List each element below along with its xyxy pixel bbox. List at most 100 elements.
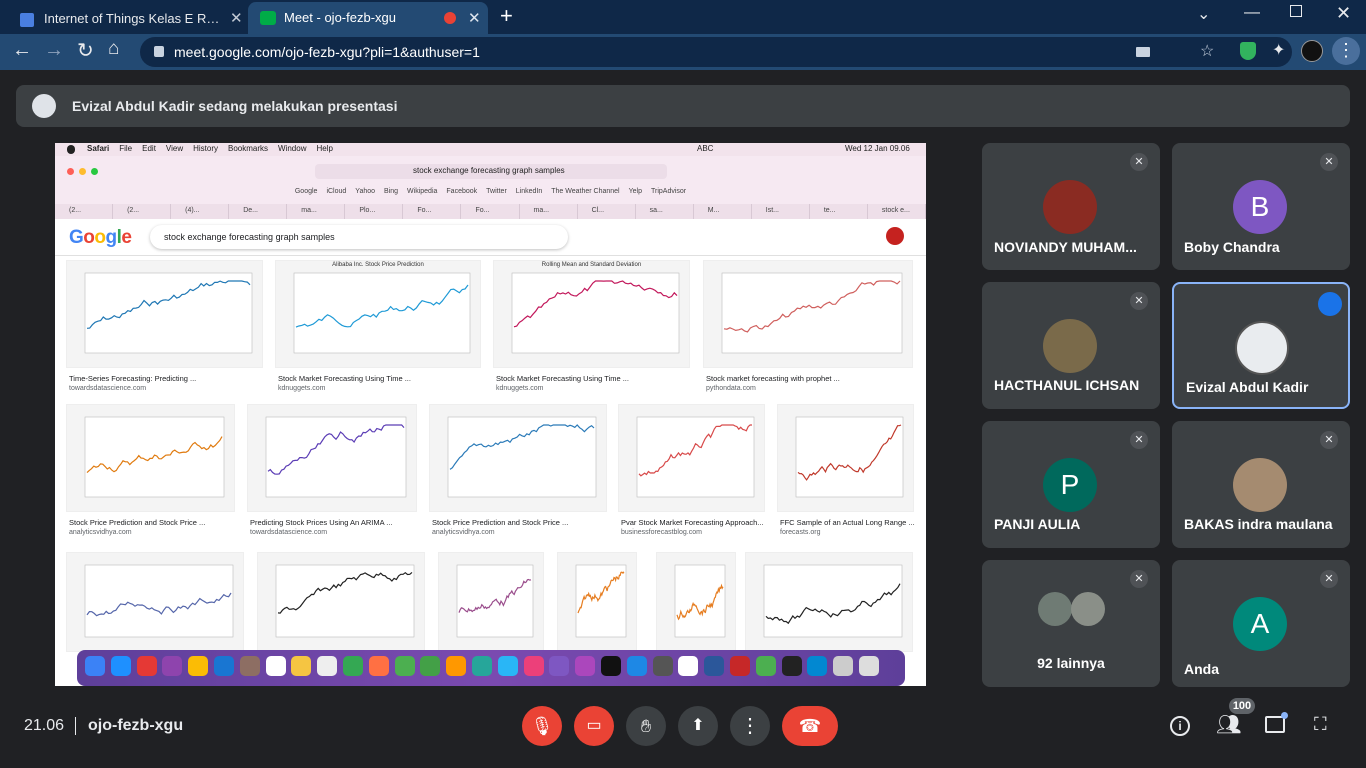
people-button[interactable]: 👥︎: [1216, 714, 1242, 736]
new-tab[interactable]: +: [500, 3, 513, 28]
participant-tile[interactable]: ✕ 92 lainnya: [982, 560, 1160, 687]
tab-active[interactable]: Meet - ojo-fezb-xgu ✕: [248, 2, 488, 34]
bookmark-star[interactable]: ☆: [1200, 43, 1215, 60]
more-options[interactable]: ⋮: [730, 706, 770, 746]
dock-icon: [110, 656, 131, 676]
thumbnail-line: [765, 583, 901, 625]
thumbnail-line: [86, 436, 223, 474]
result-source: businessforecastblog.com: [621, 529, 702, 536]
search-box[interactable]: stock exchange forecasting graph samples: [150, 225, 568, 249]
participant-tile[interactable]: ✕ P PANJI AULIA: [982, 421, 1160, 548]
result-title[interactable]: Stock Market Forecasting Using Time ...: [496, 374, 629, 383]
tab-close[interactable]: ✕: [468, 10, 481, 27]
thumbnail-frame: [84, 564, 234, 638]
maximize[interactable]: [1290, 5, 1302, 17]
dock-icon: [265, 656, 286, 676]
window-close[interactable]: [67, 168, 74, 175]
tab-search[interactable]: ⌄: [1197, 6, 1211, 23]
result-title[interactable]: Stock Market Forecasting Using Time ...: [278, 374, 411, 383]
shared-screen: Safari File Edit View History Bookmarks Window…: [55, 143, 926, 686]
result-title[interactable]: Time-Series Forecasting: Predicting ...: [69, 374, 197, 383]
thumbnail-frame: [674, 564, 726, 638]
result-title[interactable]: FFC Sample of an Actual Long Range ...: [780, 518, 915, 527]
dock-icon: [652, 656, 673, 676]
reload[interactable]: ↻: [77, 40, 94, 62]
safari-tab: (4)...: [171, 204, 230, 219]
participant-tile[interactable]: ✕ BAKAS indra maulana: [1172, 421, 1350, 548]
extension-shield[interactable]: [1240, 42, 1256, 60]
safari-tab: Fo...: [403, 204, 462, 219]
camera-button[interactable]: ▭: [574, 706, 614, 746]
logo-letter: G: [69, 227, 84, 248]
tab-close[interactable]: ✕: [230, 10, 243, 27]
result-title[interactable]: Stock market forecasting with prophet ..…: [706, 374, 840, 383]
dock-icon: [394, 656, 415, 676]
participant-tile[interactable]: Evizal Abdul Kadir: [1172, 282, 1350, 409]
dock-icon: [704, 656, 725, 676]
speaking-indicator: [1318, 292, 1342, 316]
avatar: [1235, 321, 1289, 375]
dock-icon: [85, 656, 105, 676]
result-title[interactable]: Pvar Stock Market Forecasting Approach..…: [621, 518, 764, 527]
thumbnail-chart: [763, 564, 903, 638]
profile[interactable]: [1301, 40, 1323, 62]
apple-logo: [67, 145, 75, 154]
present-button[interactable]: ⬆: [678, 706, 718, 746]
thumbnail-line: [449, 424, 595, 470]
tab-icon: [20, 13, 34, 27]
result-source: towardsdatascience.com: [250, 529, 328, 536]
participant-tile[interactable]: ✕ B Boby Chandra: [1172, 143, 1350, 270]
participant-name: HACTHANUL ICHSAN: [994, 377, 1140, 393]
participant-tile[interactable]: ✕ NOVIANDY MUHAM...: [982, 143, 1160, 270]
mac-menu-bar: Safari File Edit View History Bookmarks Window…: [55, 143, 926, 156]
presenter-avatar: [32, 94, 56, 118]
dock-icon: [497, 656, 518, 676]
close-window[interactable]: ✕: [1336, 3, 1352, 23]
tab[interactable]: Internet of Things Kelas E Rabu 0 ✕: [8, 4, 248, 34]
home[interactable]: ⌂: [108, 38, 120, 59]
forward[interactable]: →: [44, 39, 64, 61]
result-image: [777, 404, 914, 512]
safari-tab: (2...: [55, 204, 114, 219]
participant-name: Anda: [1184, 661, 1219, 677]
dock-icon: [755, 656, 776, 676]
dock-icon: [162, 656, 183, 676]
menu[interactable]: ⋮: [1332, 37, 1360, 65]
mic-button[interactable]: 🎙︎: [522, 706, 562, 746]
tab-strip: Internet of Things Kelas E Rabu 0 ✕ Meet…: [0, 0, 1366, 34]
omnibox[interactable]: meet.google.com/ojo-fezb-xgu?pli=1&authu…: [140, 37, 1292, 67]
back[interactable]: ←: [12, 39, 32, 61]
meeting-time: 21.06: [24, 717, 65, 734]
result-title[interactable]: Stock Price Prediction and Stock Price .…: [432, 518, 569, 527]
safari-address[interactable]: stock exchange forecasting graph samples: [315, 164, 667, 179]
window-zoom[interactable]: [91, 168, 98, 175]
raise-hand[interactable]: ✋︎: [626, 706, 666, 746]
thumbnail-frame: [293, 272, 471, 354]
meeting-code: ojo-fezb-xgu: [88, 717, 184, 734]
leave-call[interactable]: ☎︎: [782, 706, 838, 746]
favorite: Twitter: [486, 188, 507, 195]
safari-tab: Plo...: [345, 204, 404, 219]
participant-tile[interactable]: ✕ A Anda: [1172, 560, 1350, 687]
participant-tile[interactable]: ✕ HACTHANUL ICHSAN: [982, 282, 1160, 409]
logo-letter: g: [105, 227, 118, 248]
dock-icon: [239, 656, 260, 676]
dock-icon: [858, 656, 879, 676]
window-minimize[interactable]: [79, 168, 86, 175]
chat-button[interactable]: [1265, 716, 1285, 733]
search-query: stock exchange forecasting graph samples: [164, 232, 335, 242]
account-avatar[interactable]: [886, 227, 904, 245]
extensions[interactable]: ✦: [1272, 42, 1286, 59]
minimize[interactable]: —: [1244, 4, 1260, 21]
avatar: [1071, 592, 1105, 626]
dock-icon: [807, 656, 828, 676]
result-title[interactable]: Predicting Stock Prices Using An ARIMA .…: [250, 518, 393, 527]
thumbnail-line: [513, 280, 678, 328]
result-title[interactable]: Stock Price Prediction and Stock Price .…: [69, 518, 206, 527]
info-button[interactable]: i: [1170, 716, 1190, 736]
result-image: [257, 552, 425, 652]
activities-button[interactable]: ⛶: [1314, 714, 1327, 734]
thumbnail-frame: [636, 416, 755, 498]
safari-tab: Ist...: [752, 204, 810, 219]
